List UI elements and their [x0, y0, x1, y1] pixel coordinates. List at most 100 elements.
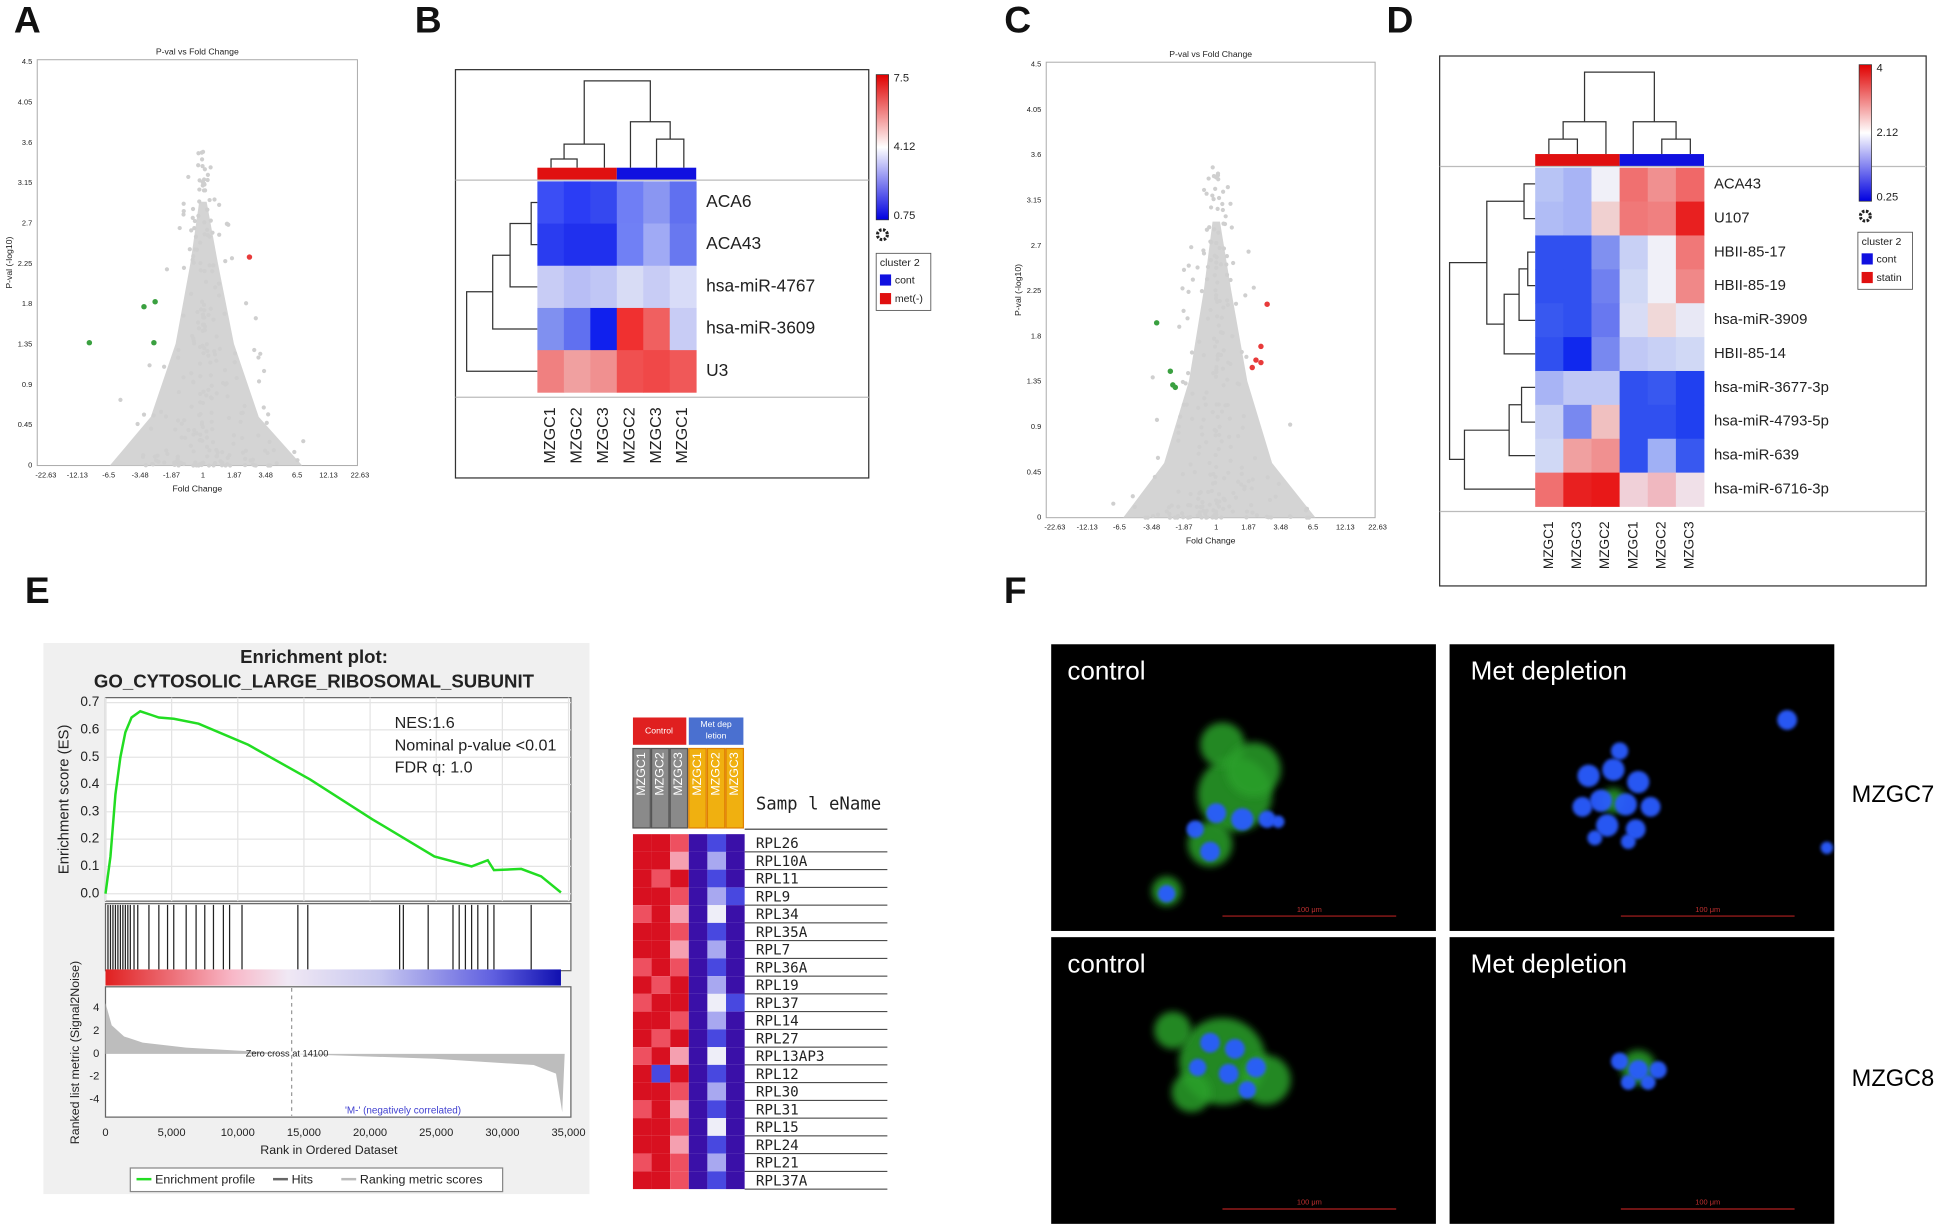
heatmap-cell: [1675, 235, 1705, 270]
point: [210, 269, 215, 274]
point: [213, 285, 218, 290]
point: [1192, 470, 1197, 475]
legend-label: statin: [1877, 272, 1902, 284]
point: [224, 381, 229, 386]
point: [214, 391, 219, 396]
point: [210, 440, 216, 445]
row-label: RPL37: [756, 996, 799, 1012]
heatmap-cell: [651, 1011, 671, 1030]
point: [1230, 334, 1235, 339]
heatmap-cell: [688, 993, 708, 1012]
heatmap-cell: [651, 976, 671, 994]
point: [217, 232, 222, 237]
x-tick-label: 3.48: [1274, 523, 1288, 532]
row-label: RPL26: [756, 836, 799, 852]
heatmap-cell: [726, 1029, 745, 1048]
cell-nucleus: [1589, 789, 1613, 812]
heatmap-cell: [726, 1082, 745, 1101]
heatmap-cell: [707, 993, 727, 1012]
point: [1188, 492, 1193, 497]
heatmap-cell: [670, 1064, 689, 1083]
y-tick-label: 3.6: [1031, 150, 1041, 159]
heatmap-cell: [643, 223, 671, 267]
heatmap-cell: [643, 181, 671, 224]
point: [1214, 464, 1219, 470]
heatmap-cell: [707, 887, 727, 906]
point: [141, 453, 146, 458]
point: [198, 240, 203, 245]
color-scale: [875, 74, 889, 221]
heatmap-cell: [537, 350, 565, 393]
point: [1216, 230, 1221, 235]
point: [198, 432, 203, 437]
heatmap-cell: [1535, 404, 1564, 440]
point: [240, 435, 245, 441]
point: [274, 461, 279, 466]
point: [1249, 503, 1254, 508]
column-label: MZGC2: [653, 752, 667, 796]
y-tick-label: 2: [93, 1025, 99, 1037]
point: [1215, 353, 1220, 358]
point: [1172, 515, 1178, 520]
y-axis-label: P-val (-log10): [4, 237, 14, 289]
point: [1186, 503, 1191, 508]
point: [1224, 262, 1229, 267]
heatmap-cell: [632, 887, 652, 906]
cell-cytoplasm: [1154, 1011, 1192, 1049]
x-tick-label: -3.48: [132, 470, 149, 479]
point: [217, 346, 222, 352]
point: [208, 165, 213, 170]
heatmap-cell: [670, 976, 689, 994]
heatmap-cell: [1675, 201, 1705, 236]
point: [1181, 267, 1187, 273]
y-tick-label: 1.35: [18, 340, 32, 349]
point: [1214, 265, 1219, 270]
y-axis-label: Ranked list metric (Signal2Noise): [68, 961, 82, 1144]
heatmap-cell: [1647, 269, 1677, 304]
x-tick-label: 1: [201, 470, 205, 479]
x-axis-label: Fold Change: [173, 483, 223, 493]
cell-nucleus: [1640, 1074, 1656, 1090]
heatmap-cell: [651, 887, 671, 906]
heatmap-cell: [688, 1047, 708, 1065]
point-up: [1258, 359, 1264, 366]
row-label: RPL36A: [756, 960, 808, 976]
point: [147, 363, 152, 368]
point: [1211, 197, 1216, 202]
heatmap-cell: [688, 1153, 708, 1172]
y-tick-label: 0.9: [1031, 422, 1041, 431]
point: [1230, 509, 1235, 514]
heatmap-cell: [643, 265, 671, 309]
heatmap-cell: [616, 223, 644, 267]
enrichment-profile: [104, 709, 562, 894]
point: [1225, 184, 1230, 190]
group-header: [632, 717, 687, 745]
point: [186, 174, 191, 180]
point: [234, 375, 239, 381]
point: [261, 368, 267, 374]
point: [210, 427, 215, 432]
point: [178, 460, 183, 465]
point: [214, 334, 219, 339]
point: [207, 263, 212, 268]
panel-label: C: [1004, 0, 1031, 40]
heatmap-cell: [632, 851, 652, 870]
point: [1276, 481, 1281, 486]
legend-label: met(-): [895, 293, 923, 305]
point: [1226, 470, 1231, 475]
point: [200, 179, 205, 185]
y-tick-label: 0: [1037, 513, 1041, 522]
point: [1203, 511, 1208, 517]
point: [267, 439, 272, 444]
point-up: [1264, 301, 1270, 307]
legend-swatch: [1861, 271, 1873, 284]
row-label: MZGC8: [1852, 1065, 1935, 1091]
heatmap-cell: [1591, 303, 1620, 338]
column-label: MZGC1: [690, 752, 704, 796]
heatmap-cell: [632, 869, 652, 888]
point: [1217, 245, 1222, 251]
heatmap-cell: [1591, 472, 1620, 507]
cell-nucleus: [1627, 770, 1650, 794]
point: [1220, 366, 1225, 371]
point: [1150, 375, 1155, 380]
